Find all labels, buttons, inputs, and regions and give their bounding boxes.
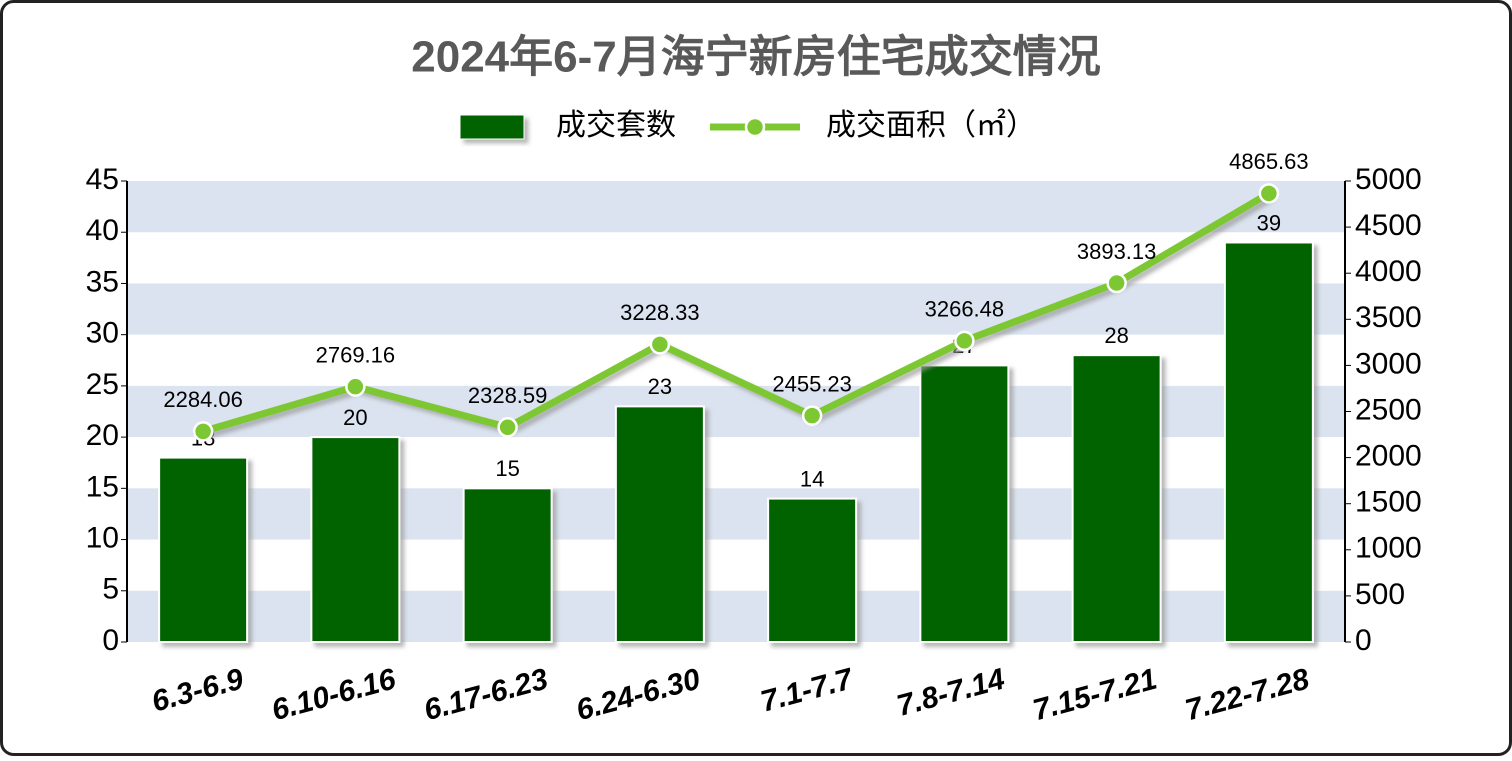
bar-label: 23 xyxy=(648,374,672,399)
y-tick-label: 35 xyxy=(86,265,119,298)
bar xyxy=(462,487,553,644)
line-label: 2455.23 xyxy=(772,371,852,396)
y-tick-label: 40 xyxy=(86,214,119,247)
line-label: 3893.13 xyxy=(1077,239,1157,264)
legend-label: 成交面积（㎡） xyxy=(826,109,1036,142)
y-tick-label: 30 xyxy=(86,317,119,350)
y-tick-label: 45 xyxy=(86,163,119,196)
line-label: 3228.33 xyxy=(620,300,700,325)
y-tick-label: 10 xyxy=(86,521,119,554)
line-point xyxy=(497,417,518,438)
legend: 成交套数 成交面积（㎡） xyxy=(459,109,1036,142)
grid-band xyxy=(127,385,1345,438)
line-point xyxy=(345,376,366,397)
line-label: 3266.48 xyxy=(925,297,1005,322)
y2-tick-label: 500 xyxy=(1355,578,1405,611)
chart-title: 2024年6-7月海宁新房住宅成交情况 xyxy=(411,33,1100,82)
grid-band xyxy=(127,181,1345,233)
y2-tick-label: 3000 xyxy=(1355,347,1422,380)
grid-band xyxy=(127,590,1345,642)
y2-tick-label: 2500 xyxy=(1355,393,1422,426)
y2-tick-label: 1500 xyxy=(1355,486,1422,519)
y-tick-label: 20 xyxy=(86,419,119,452)
bar xyxy=(614,405,705,643)
bar xyxy=(310,436,401,643)
line-point xyxy=(192,421,214,442)
line-point xyxy=(954,330,975,352)
line-label: 2769.16 xyxy=(316,342,396,367)
line xyxy=(202,190,1271,435)
bar xyxy=(158,456,249,643)
y2-tick-label: 4500 xyxy=(1355,209,1422,242)
bar-label: 20 xyxy=(343,405,367,430)
y2-tick-label: 2000 xyxy=(1355,440,1422,473)
y-tick-label: 15 xyxy=(86,470,119,503)
bar xyxy=(1071,354,1162,643)
line-point xyxy=(1106,272,1127,294)
line-point xyxy=(1258,183,1280,204)
y2-tick-label: 0 xyxy=(1355,624,1372,657)
bar-label: 14 xyxy=(800,466,824,491)
bar xyxy=(767,497,858,644)
grid-band xyxy=(127,283,1345,335)
legend-swatch xyxy=(459,114,525,140)
y-tick-label: 0 xyxy=(102,624,119,657)
line-label: 2328.59 xyxy=(468,383,548,408)
y2-tick-label: 4000 xyxy=(1355,255,1422,288)
bar-label: 39 xyxy=(1257,210,1281,235)
y2-tick-label: 3500 xyxy=(1355,301,1422,334)
bar xyxy=(1223,241,1314,643)
legend-label: 成交套数 xyxy=(556,109,676,142)
line-label: 2284.06 xyxy=(163,387,243,412)
y-tick-label: 25 xyxy=(86,368,119,401)
legend-swatch xyxy=(744,116,766,138)
bar xyxy=(919,364,1010,643)
bar-label: 28 xyxy=(1104,323,1128,348)
line-point xyxy=(801,405,823,426)
y-tick-label: 5 xyxy=(102,573,119,606)
line-point xyxy=(649,334,671,355)
y2-tick-label: 1000 xyxy=(1355,532,1422,565)
line-label: 4865.63 xyxy=(1229,149,1309,174)
bar-label: 15 xyxy=(495,456,519,481)
grid-band xyxy=(127,488,1345,540)
y2-tick-label: 5000 xyxy=(1355,163,1422,196)
